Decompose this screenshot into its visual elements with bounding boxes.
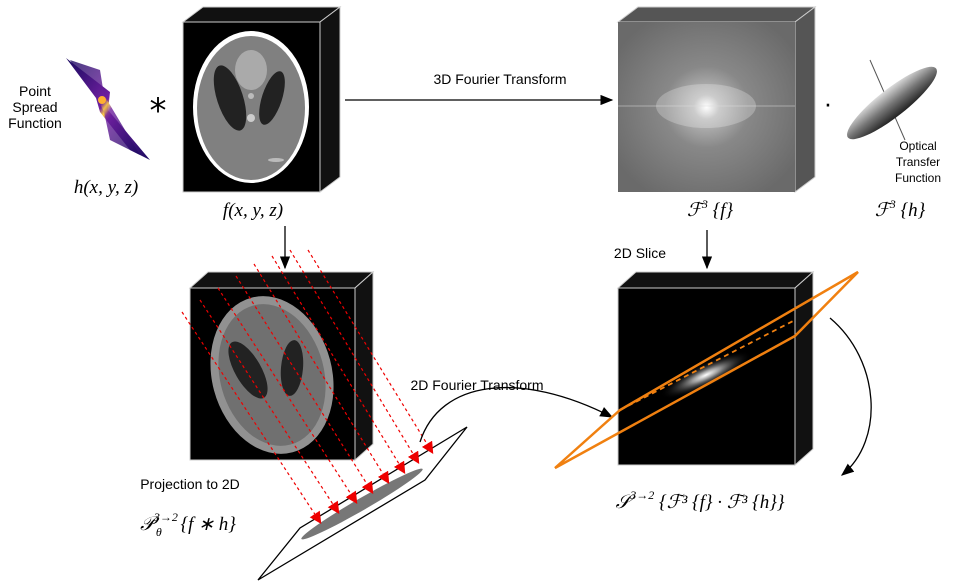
otf-label: Function: [895, 171, 941, 185]
spectrum-cube: [618, 7, 815, 192]
formula-sup: 3: [701, 197, 708, 211]
arrow: [830, 318, 871, 475]
formula-sup: 3: [889, 197, 896, 211]
formula-rest: {f ∗ h}: [176, 514, 237, 535]
psf-label: Point: [19, 83, 51, 99]
otf-label: Transfer: [896, 155, 940, 169]
formula-rest: {ℱ³ {f} · ℱ³ {h}}: [654, 492, 785, 513]
arrow-label: 2D Fourier Transform: [410, 377, 543, 393]
formula-rest: {h}: [896, 200, 926, 221]
projection-cube: [190, 272, 373, 468]
object-cube: [183, 7, 340, 192]
formula-sup: 3→2: [153, 510, 178, 524]
label: Projection to 2D: [140, 476, 240, 492]
arrow: [420, 388, 612, 442]
psf: [66, 58, 150, 160]
diagram: Point Spread Function * h(x, y, z) f(x, …: [0, 0, 953, 588]
psf-label: Function: [8, 115, 62, 131]
formula: f(x, y, z): [223, 200, 283, 221]
formula-rest: {f}: [708, 200, 734, 221]
formula: h(x, y, z): [74, 177, 138, 198]
slice-cube: [618, 272, 813, 465]
operator: ·: [824, 88, 833, 118]
operator: *: [150, 91, 167, 131]
formula: ℱ3 {h}: [875, 197, 926, 221]
arrow-label: 2D Slice: [614, 245, 666, 261]
formula: 𝒮3→2 {ℱ³ {f} · ℱ³ {h}}: [616, 488, 785, 513]
formula-sup: 3→2: [629, 488, 654, 502]
psf-label: Spread: [12, 99, 57, 115]
otf-label: Optical: [899, 139, 936, 153]
arrow-label: 3D Fourier Transform: [433, 71, 566, 87]
formula: ℱ3 {f}: [687, 197, 734, 221]
formula-sub: θ: [156, 525, 162, 539]
otf-shape: [839, 57, 944, 148]
